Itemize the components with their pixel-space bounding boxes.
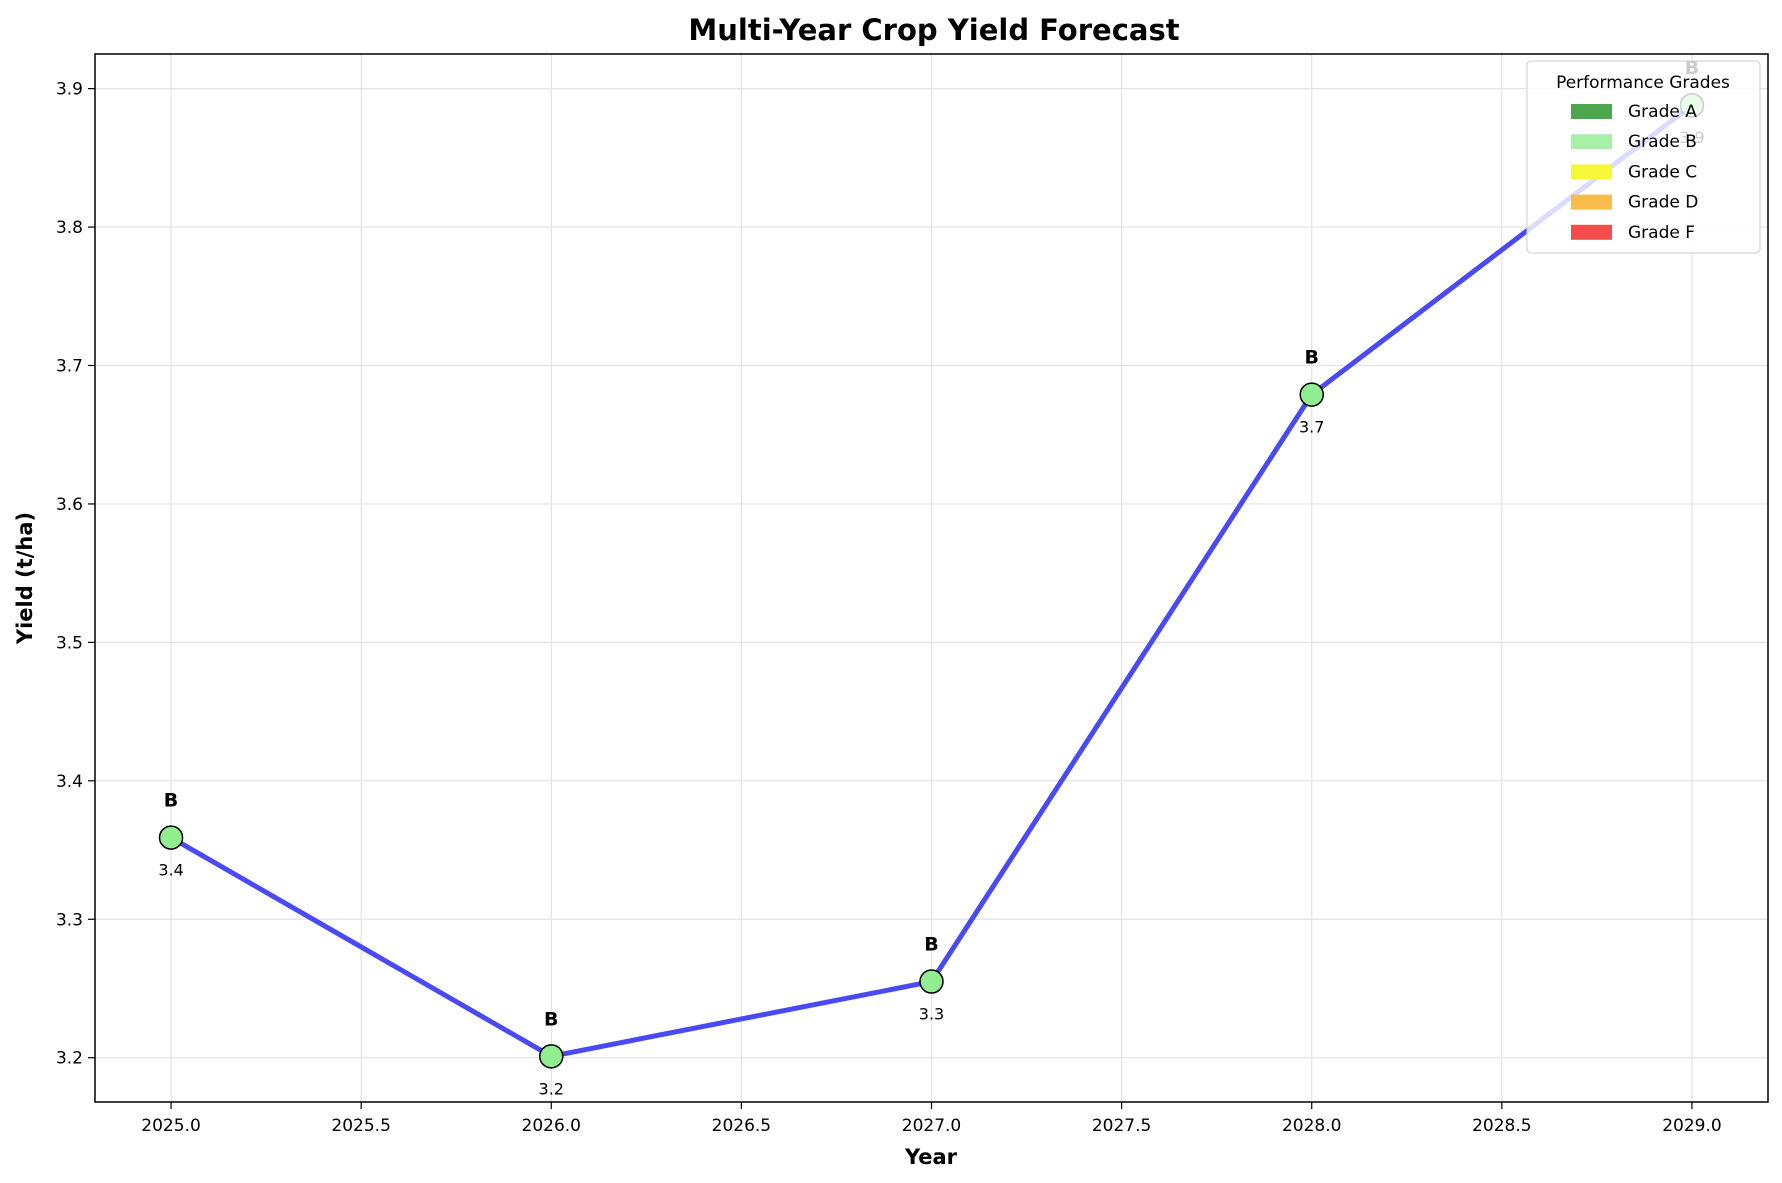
grid-lines	[95, 54, 1768, 1102]
data-point-marker	[539, 1044, 564, 1069]
value-label: 3.7	[1299, 418, 1324, 437]
x-axis-ticks: 2025.0 2025.5 2026.0 2026.5 2027.0 2027.5 2028…	[141, 1102, 1722, 1136]
legend-label: Grade D	[1628, 193, 1698, 213]
value-label: 3.2	[539, 1079, 564, 1098]
x-axis-title: Year	[904, 1145, 958, 1169]
value-label: 3.4	[158, 861, 183, 880]
legend-swatch	[1571, 224, 1612, 240]
y-tick-label: 3.8	[56, 218, 83, 238]
legend-label: Grade C	[1628, 162, 1697, 182]
y-tick-label: 3.3	[56, 910, 83, 930]
legend-label: Grade A	[1628, 102, 1697, 122]
x-tick-label: 2026.0	[522, 1116, 581, 1136]
data-point-marker	[919, 969, 944, 994]
y-axis-ticks: 3.2 3.3 3.4 3.5 3.6 3.7 3.8 3.9	[56, 80, 95, 1069]
x-tick-label: 2025.5	[331, 1116, 390, 1136]
y-tick-label: 3.7	[56, 356, 83, 376]
legend-entries: Grade A Grade B Grade C Grade D Grade F	[1571, 102, 1698, 243]
legend-swatch	[1571, 164, 1612, 180]
y-tick-label: 3.2	[56, 1049, 83, 1069]
chart-title: Multi-Year Crop Yield Forecast	[688, 13, 1179, 47]
legend-swatch	[1571, 104, 1612, 119]
x-tick-label: 2028.0	[1282, 1116, 1341, 1136]
legend-label: Grade B	[1628, 132, 1697, 152]
x-tick-label: 2029.0	[1662, 1116, 1721, 1136]
x-tick-label: 2026.5	[712, 1116, 771, 1136]
y-tick-label: 3.6	[56, 495, 83, 515]
y-tick-label: 3.9	[56, 80, 83, 100]
grade-label: B	[1304, 347, 1318, 369]
grade-label: B	[164, 790, 178, 812]
grade-label: B	[544, 1008, 558, 1030]
x-tick-label: 2025.0	[141, 1116, 200, 1136]
y-tick-label: 3.5	[56, 633, 83, 653]
x-tick-label: 2027.5	[1092, 1116, 1151, 1136]
legend-label: Grade F	[1628, 223, 1695, 243]
grade-label: B	[924, 934, 938, 956]
data-point-marker	[1299, 382, 1324, 407]
value-label: 3.3	[919, 1005, 944, 1024]
y-tick-label: 3.4	[56, 772, 83, 792]
legend-swatch	[1571, 194, 1612, 210]
legend-title: Performance Grades	[1556, 73, 1730, 93]
legend-swatch	[1571, 134, 1612, 150]
y-axis-title: Yield (t/ha)	[13, 512, 37, 645]
legend: Performance Grades Grade A Grade B Grade C…	[1526, 60, 1761, 254]
data-point-marker	[158, 825, 184, 850]
plot-frame	[94, 53, 1769, 1103]
x-tick-label: 2027.0	[902, 1116, 961, 1136]
x-tick-label: 2028.5	[1472, 1116, 1531, 1136]
